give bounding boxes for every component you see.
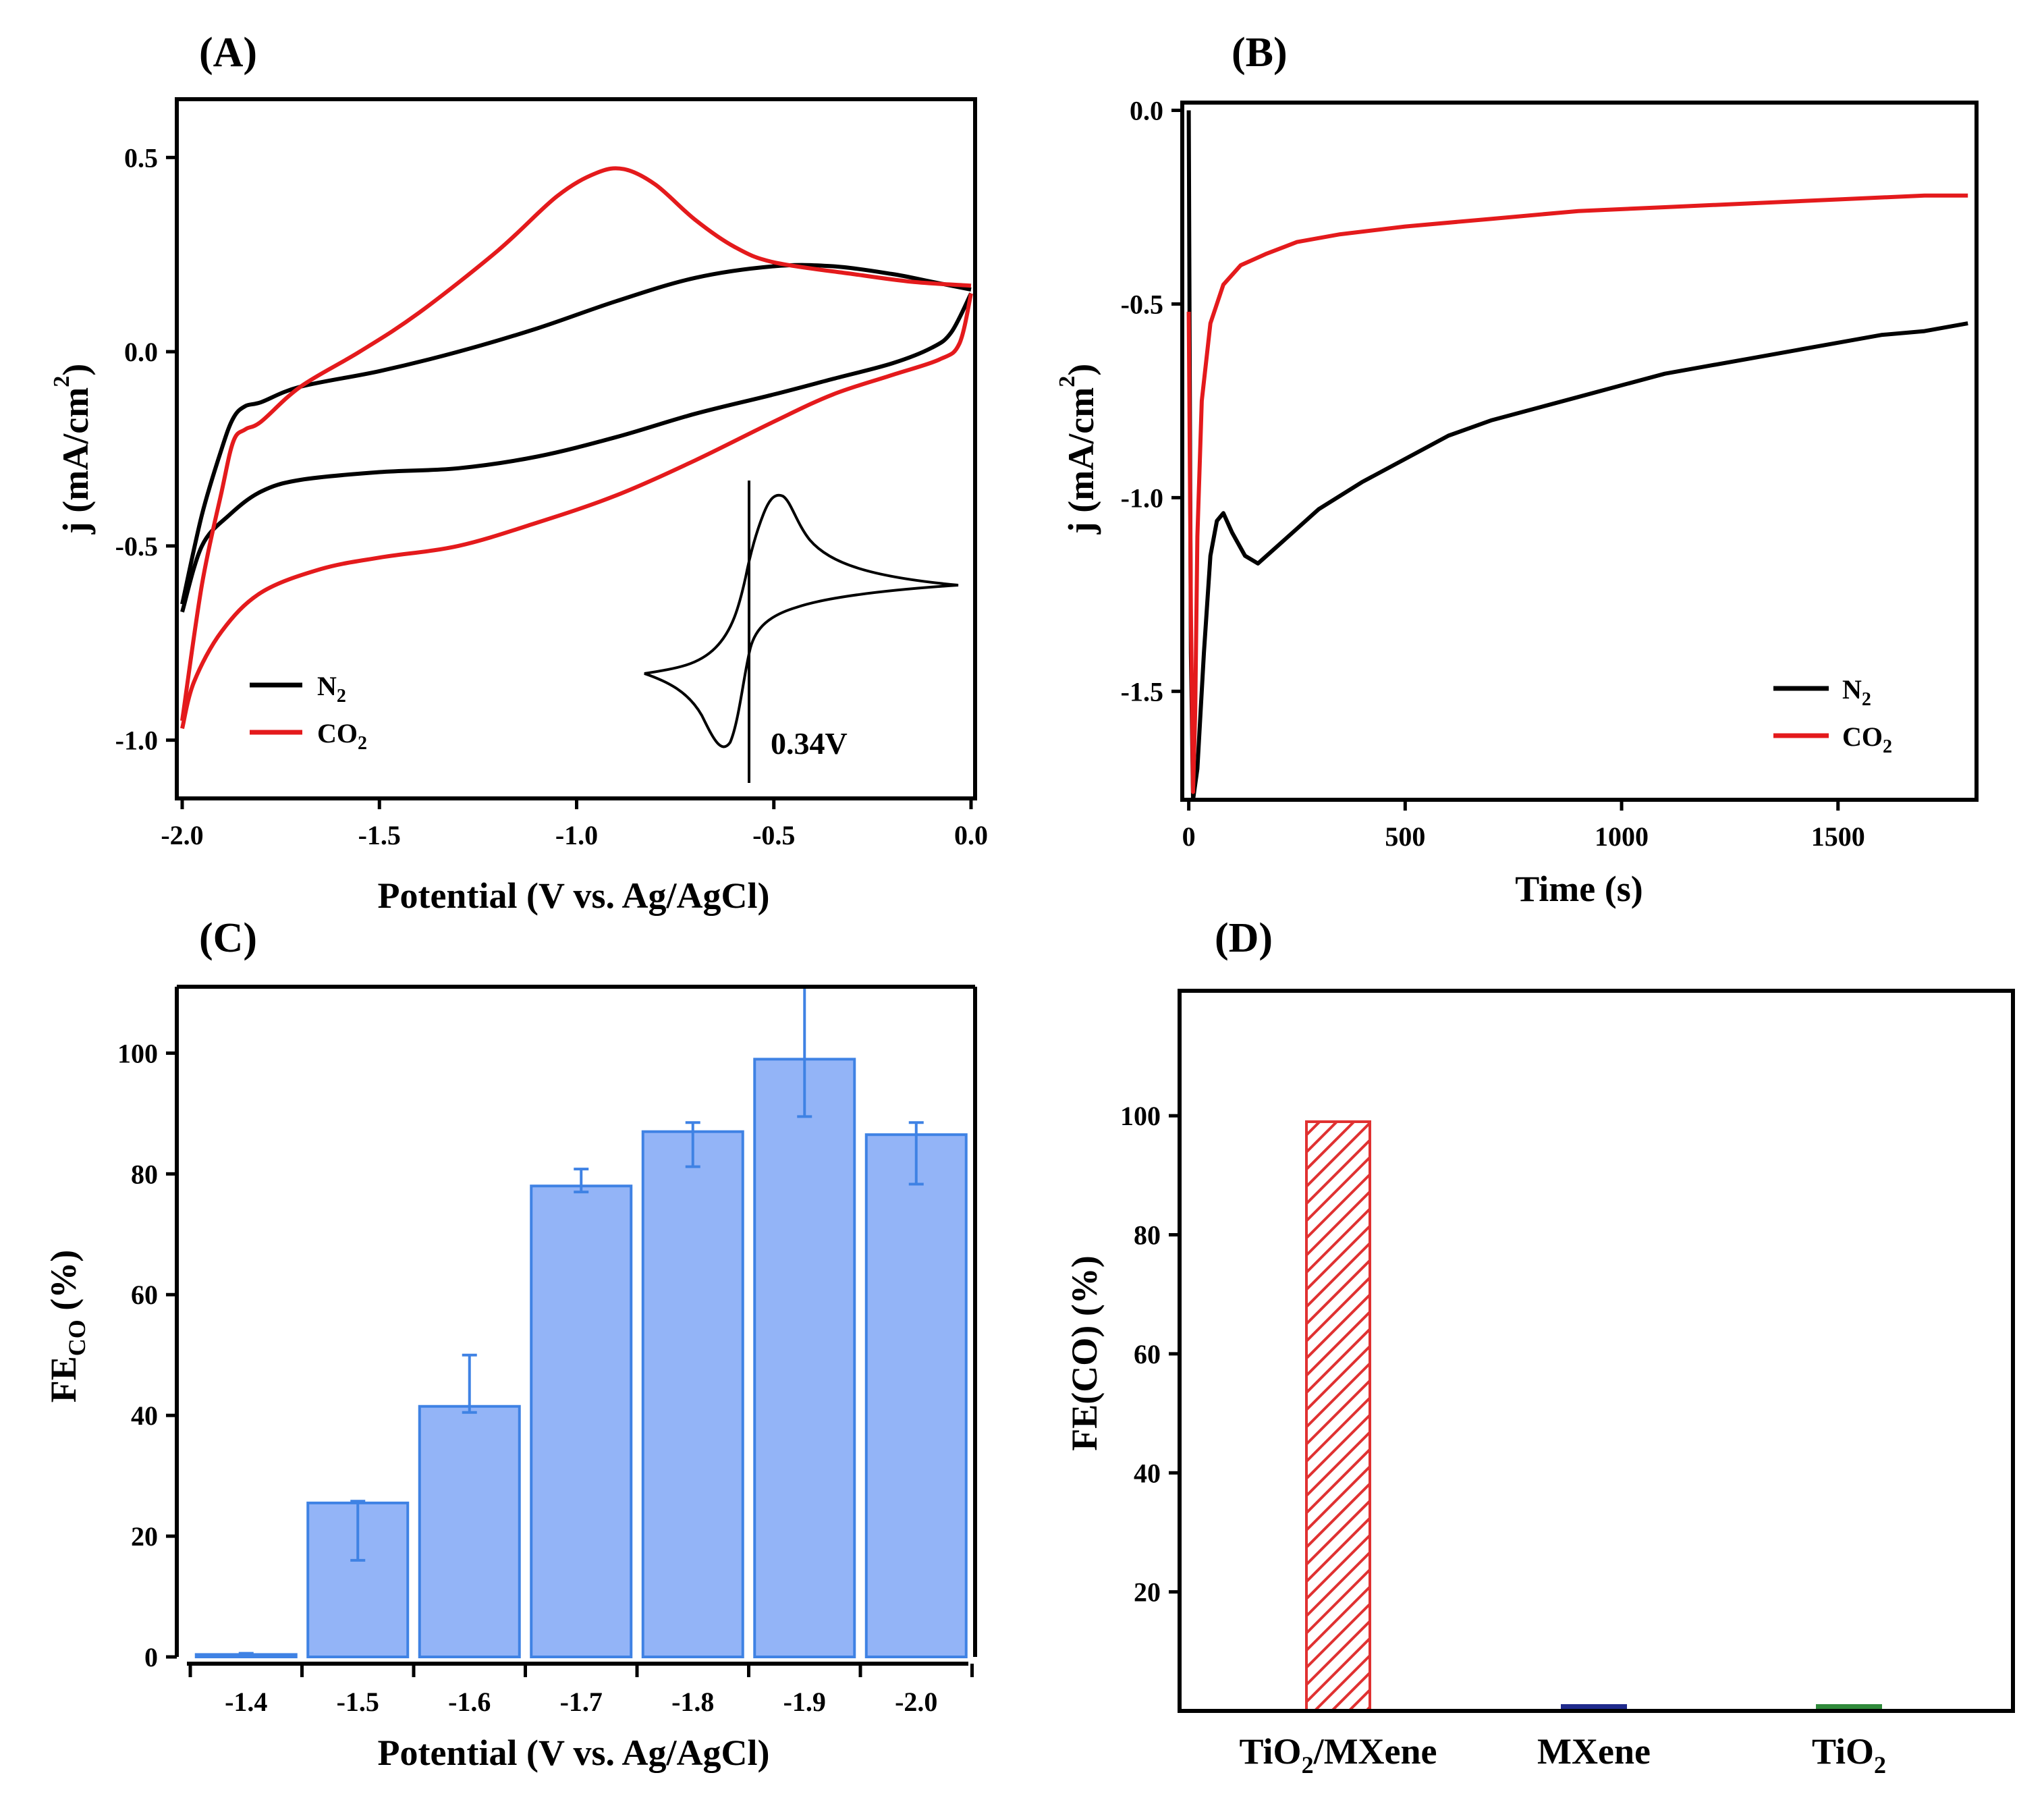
legend-co2-text: CO2 xyxy=(317,718,367,754)
panel-d-bars xyxy=(1305,1120,1882,1712)
panel-b-curves xyxy=(1186,110,1968,802)
legend-n2-text: N2 xyxy=(317,671,346,707)
series-co2-backward xyxy=(180,293,973,730)
panel-d-chart: TiO2/MXene MXene TiO2 20 40 60 80 100 FE(CO) (%… xyxy=(1064,989,2015,1778)
inset-cv-loop xyxy=(644,493,959,748)
panel-c-ylabel: FECO (%) xyxy=(43,1250,90,1402)
series-n2-backward xyxy=(180,292,973,613)
panel-a-frame xyxy=(175,97,977,800)
panel-a-curves xyxy=(180,166,973,730)
panel-b-ylabel: j (mA/cm2) xyxy=(1055,364,1101,535)
y-tick-label: 40 xyxy=(131,1400,158,1431)
y-tick-label: 40 xyxy=(1134,1458,1161,1488)
panel-c-xlabel: Potential (V vs. Ag/AgCl) xyxy=(378,1733,770,1773)
bar xyxy=(1305,1120,1371,1712)
y-tick-label: 20 xyxy=(1134,1577,1161,1608)
bar xyxy=(864,1133,968,1658)
y-tick-label: -0.5 xyxy=(115,531,158,562)
x-tick-label: -2.0 xyxy=(895,1687,937,1717)
y-tick-label: 0.0 xyxy=(1130,95,1163,126)
panel-letter-d: (D) xyxy=(1215,915,1273,961)
x-tick-label: -1.6 xyxy=(448,1687,491,1717)
series-n2 xyxy=(1186,110,1968,802)
y-tick-label: 100 xyxy=(1120,1101,1161,1131)
y-tick-label: 0.0 xyxy=(124,337,158,367)
panel-b-frame xyxy=(1180,101,1979,802)
x-tick-label: -1.5 xyxy=(358,820,401,850)
series-co2-forward xyxy=(180,166,972,721)
x-category-label: TiO2/MXene xyxy=(1240,1731,1437,1778)
x-category-label: MXene xyxy=(1537,1731,1651,1772)
panel-a-legend: N2 CO2 xyxy=(250,671,367,754)
y-tick-label: -1.0 xyxy=(115,726,158,756)
bar xyxy=(418,1404,521,1658)
y-tick-label: 0.5 xyxy=(124,142,158,173)
x-tick-label: -1.7 xyxy=(560,1687,603,1717)
x-tick-label: -2.0 xyxy=(161,820,203,850)
y-tick-label: -1.5 xyxy=(1121,676,1163,707)
x-tick-label: -1.5 xyxy=(337,1687,379,1717)
x-tick-label: -0.5 xyxy=(752,820,795,850)
panel-b-legend: N2 CO2 xyxy=(1773,674,1892,757)
x-tick-label: -1.4 xyxy=(225,1687,267,1717)
panel-d-ylabel: FE(CO) (%) xyxy=(1064,1255,1105,1450)
y-tick-label: 20 xyxy=(131,1521,158,1552)
legend-co2-text: CO2 xyxy=(1842,721,1892,757)
series-n2-forward xyxy=(180,263,972,605)
y-tick-label: -0.5 xyxy=(1121,289,1163,319)
x-category-label: TiO2 xyxy=(1812,1731,1886,1778)
panel-letter-c: (C) xyxy=(199,915,257,961)
panel-c-chart: -1.4 -1.5 -1.6 -1.7 -1.8 -1.9 -2.0 0 20 40 60 80 100… xyxy=(43,985,977,1773)
x-tick-label: 0.0 xyxy=(954,820,988,850)
panel-b-xlabel: Time (s) xyxy=(1515,869,1642,909)
y-tick-label: 60 xyxy=(131,1280,158,1310)
bar xyxy=(641,1130,744,1659)
series-co2 xyxy=(1186,193,1968,794)
x-tick-label: 1500 xyxy=(1811,821,1865,852)
bar xyxy=(753,1058,856,1658)
panel-d-frame xyxy=(1178,989,2015,1713)
y-tick-label: 80 xyxy=(131,1159,158,1189)
y-tick-label: 80 xyxy=(1134,1220,1161,1251)
inset-annotation-label: 0.34V xyxy=(771,726,848,761)
y-tick-label: 100 xyxy=(117,1038,158,1068)
legend-n2-text: N2 xyxy=(1842,674,1871,710)
panel-letter-b: (B) xyxy=(1232,30,1288,76)
panel-letter-a: (A) xyxy=(199,30,257,76)
panel-c-bars xyxy=(194,985,968,1659)
x-tick-label: 1000 xyxy=(1595,821,1649,852)
bar xyxy=(530,1184,633,1658)
x-tick-label: -1.0 xyxy=(555,820,598,850)
x-tick-label: 0 xyxy=(1182,821,1196,852)
panel-b-chart: 0 500 1000 1500 0.0 -0.5 -1.0 -1.5 N2 CO2 Time … xyxy=(1055,95,1979,909)
x-tick-label: -1.8 xyxy=(671,1687,714,1717)
x-tick-label: -1.9 xyxy=(783,1687,826,1717)
y-tick-label: -1.0 xyxy=(1121,483,1163,513)
y-tick-label: 60 xyxy=(1134,1339,1161,1369)
panel-a-ylabel: j (mA/cm2) xyxy=(49,364,96,535)
x-tick-label: 500 xyxy=(1385,821,1425,852)
panel-a-inset-cv: 0.34V xyxy=(644,481,959,783)
panel-a-xlabel: Potential (V vs. Ag/AgCl) xyxy=(378,875,770,916)
y-tick-label: 0 xyxy=(144,1642,158,1672)
panel-a-chart: 0.34V -2.0 -1.5 -1.0 -0.5 0.0-1.0-0.50.00.5 … xyxy=(49,97,988,916)
